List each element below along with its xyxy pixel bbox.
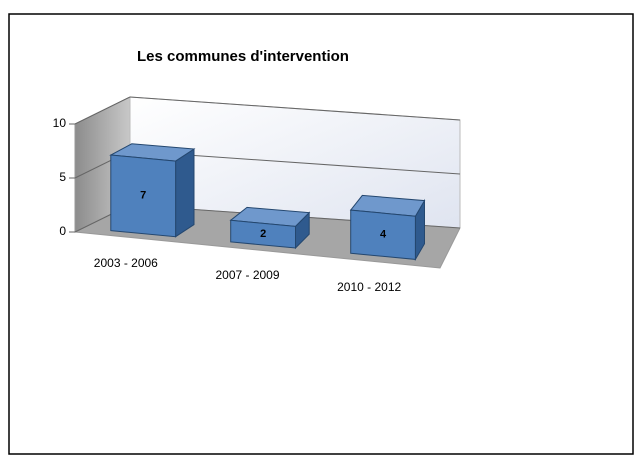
- data-label: 7: [140, 190, 146, 202]
- x-tick-label: 2010 - 2012: [337, 280, 401, 294]
- data-label: 2: [260, 228, 266, 240]
- grid-line: [74, 96, 131, 125]
- x-tick-label: 2007 - 2009: [215, 268, 279, 282]
- y-tick-label: 0: [59, 224, 66, 238]
- bar-side: [175, 148, 195, 238]
- grid-line: [129, 96, 461, 121]
- x-tick-label: 2003 - 2006: [94, 256, 158, 270]
- chart-title: Les communes d'intervention: [137, 48, 349, 65]
- bar: [350, 209, 416, 260]
- bar: [230, 219, 296, 249]
- y-tick-label: 5: [59, 170, 66, 184]
- bar: [110, 154, 177, 238]
- y-tick-label: 10: [53, 116, 67, 130]
- data-label: 4: [380, 229, 387, 241]
